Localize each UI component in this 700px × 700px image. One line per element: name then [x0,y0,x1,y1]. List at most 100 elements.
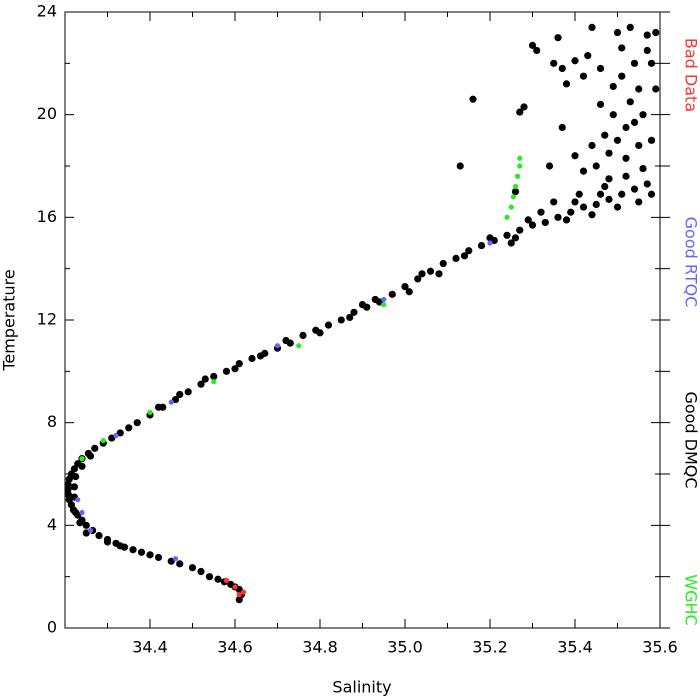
x-tick-label: 35.2 [472,638,508,657]
data-point [571,152,579,160]
legend-entry: Good DMQC [682,391,700,488]
data-point [643,180,651,188]
y-tick-label: 24 [37,2,57,21]
data-point [371,295,379,304]
data-point [609,111,617,119]
legend-entry: WGHC [682,574,700,625]
data-point [477,241,486,250]
data-point [235,360,243,368]
data-point [579,72,588,80]
data-point [558,123,566,132]
data-point [515,173,521,179]
data-point [350,308,358,316]
data-point [643,46,651,55]
data-point [487,240,493,246]
data-point [222,367,231,375]
data-point [571,198,579,206]
data-point [592,162,600,170]
data-point [460,252,469,260]
data-point [91,444,99,452]
data-point [571,57,579,65]
data-point [469,95,477,103]
y-tick-label: 0 [47,618,57,637]
data-point [72,472,80,481]
axes [64,11,670,629]
y-tick-label: 4 [47,515,57,534]
y-tick-label: 12 [37,310,57,329]
data-point [630,118,639,126]
data-point [511,188,520,196]
data-point [418,270,426,278]
data-point [537,208,545,216]
data-point [622,154,630,162]
data-point [72,508,80,517]
data-point [146,551,154,559]
data-point [618,72,626,80]
data-point [626,98,634,106]
data-point [601,182,609,191]
legend-entry: Good RTQC [682,217,700,308]
data-point [609,82,617,91]
data-point [296,343,302,349]
data-point [504,214,510,220]
x-tick-label: 34.4 [132,638,168,657]
data-point [588,23,596,31]
data-point [388,290,396,298]
data-point [188,564,197,572]
data-point [567,208,575,216]
data-point [439,259,447,268]
data-point [626,23,634,31]
data-point [133,419,141,427]
data-point [622,172,630,180]
data-point [601,131,609,139]
data-point [274,343,281,349]
data-point [647,59,656,67]
data-point [82,521,90,529]
data-point [613,203,622,211]
data-point [528,41,537,49]
data-point [605,149,613,157]
data-point [414,275,422,283]
data-point [168,399,174,405]
data-point [613,28,622,37]
data-point [630,59,639,67]
data-point [550,59,558,67]
data-point [75,497,81,503]
data-point [605,195,613,203]
y-tick-label: 20 [37,104,57,123]
data-point [550,198,558,206]
data-point [240,589,247,595]
data-point [596,64,605,73]
data-point [579,203,588,211]
data-point [554,34,562,42]
y-axis-label: Temperature [0,269,19,371]
data-point [512,183,519,190]
data-point [508,204,514,210]
data-point [426,267,435,275]
data-point [618,190,626,198]
legend-entry: Bad Data [682,38,700,112]
data-point [299,331,307,339]
data-point [214,575,222,583]
data-point [584,52,592,60]
data-point [596,190,605,198]
data-point [516,108,524,116]
data-point [588,211,596,219]
data-point [137,548,146,556]
data-point [605,175,613,183]
data-point [643,31,651,39]
data-point [639,164,647,173]
data-point [405,288,413,296]
data-point [486,234,494,242]
data-point [558,64,566,73]
data-point [210,372,218,381]
data-point [103,538,112,546]
data-point [562,80,571,88]
data-point [533,46,541,55]
data-point [232,584,238,590]
data-point [381,296,387,303]
data-point [639,111,647,119]
data-point [236,592,242,598]
data-point [635,198,643,206]
data-point [256,352,265,360]
